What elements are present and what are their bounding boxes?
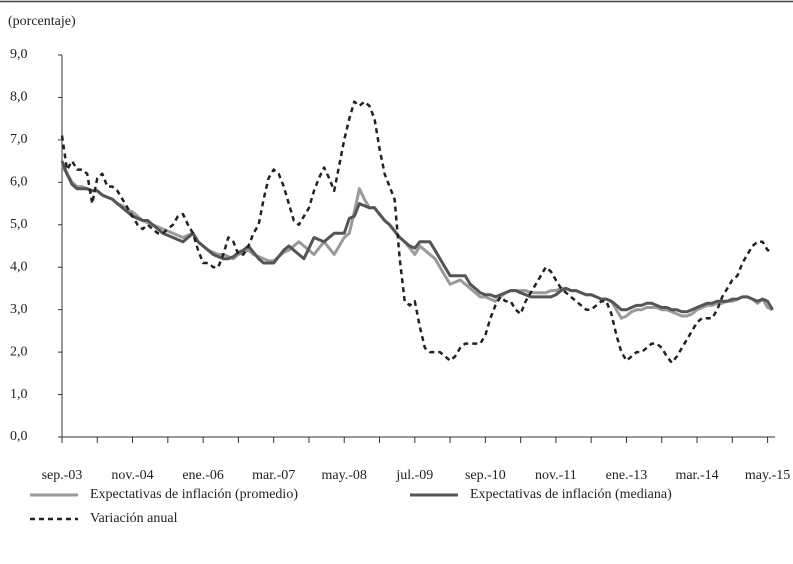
y-axis-label: (porcentaje) — [8, 14, 76, 29]
y-tick-label: 3,0 — [10, 302, 28, 317]
y-tick-label: 8,0 — [10, 90, 28, 105]
x-tick-label: mar.-14 — [675, 468, 718, 483]
y-tick-label: 6,0 — [10, 175, 28, 190]
x-tick-label: sep.-10 — [465, 468, 506, 483]
y-tick-label: 9,0 — [10, 47, 28, 62]
x-tick-label: ene.-06 — [182, 468, 224, 483]
x-tick-label: may.-15 — [745, 468, 790, 483]
x-tick-label: nov.-11 — [535, 468, 577, 483]
x-tick-label: ene.-13 — [606, 468, 648, 483]
y-tick-label: 5,0 — [10, 217, 28, 232]
legend-label: Expectativas de inflación (promedio) — [90, 487, 298, 502]
series-line — [60, 100, 773, 364]
x-tick-label: jul.-09 — [395, 468, 433, 483]
y-tick-label: 0,0 — [10, 429, 28, 444]
y-tick-label: 2,0 — [10, 344, 28, 359]
y-tick-label: 7,0 — [10, 132, 28, 147]
legend-label: Expectativas de inflación (mediana) — [470, 487, 672, 502]
x-tick-label: mar.-07 — [252, 468, 295, 483]
x-tick-label: nov.-04 — [111, 468, 153, 483]
x-tick-label: sep.-03 — [42, 468, 83, 483]
legend-label: Variación anual — [90, 511, 178, 526]
x-tick-label: may.-08 — [322, 468, 367, 483]
y-tick-label: 4,0 — [10, 259, 28, 274]
y-tick-label: 1,0 — [10, 387, 28, 402]
series-line — [60, 164, 774, 320]
series-line — [60, 160, 774, 314]
